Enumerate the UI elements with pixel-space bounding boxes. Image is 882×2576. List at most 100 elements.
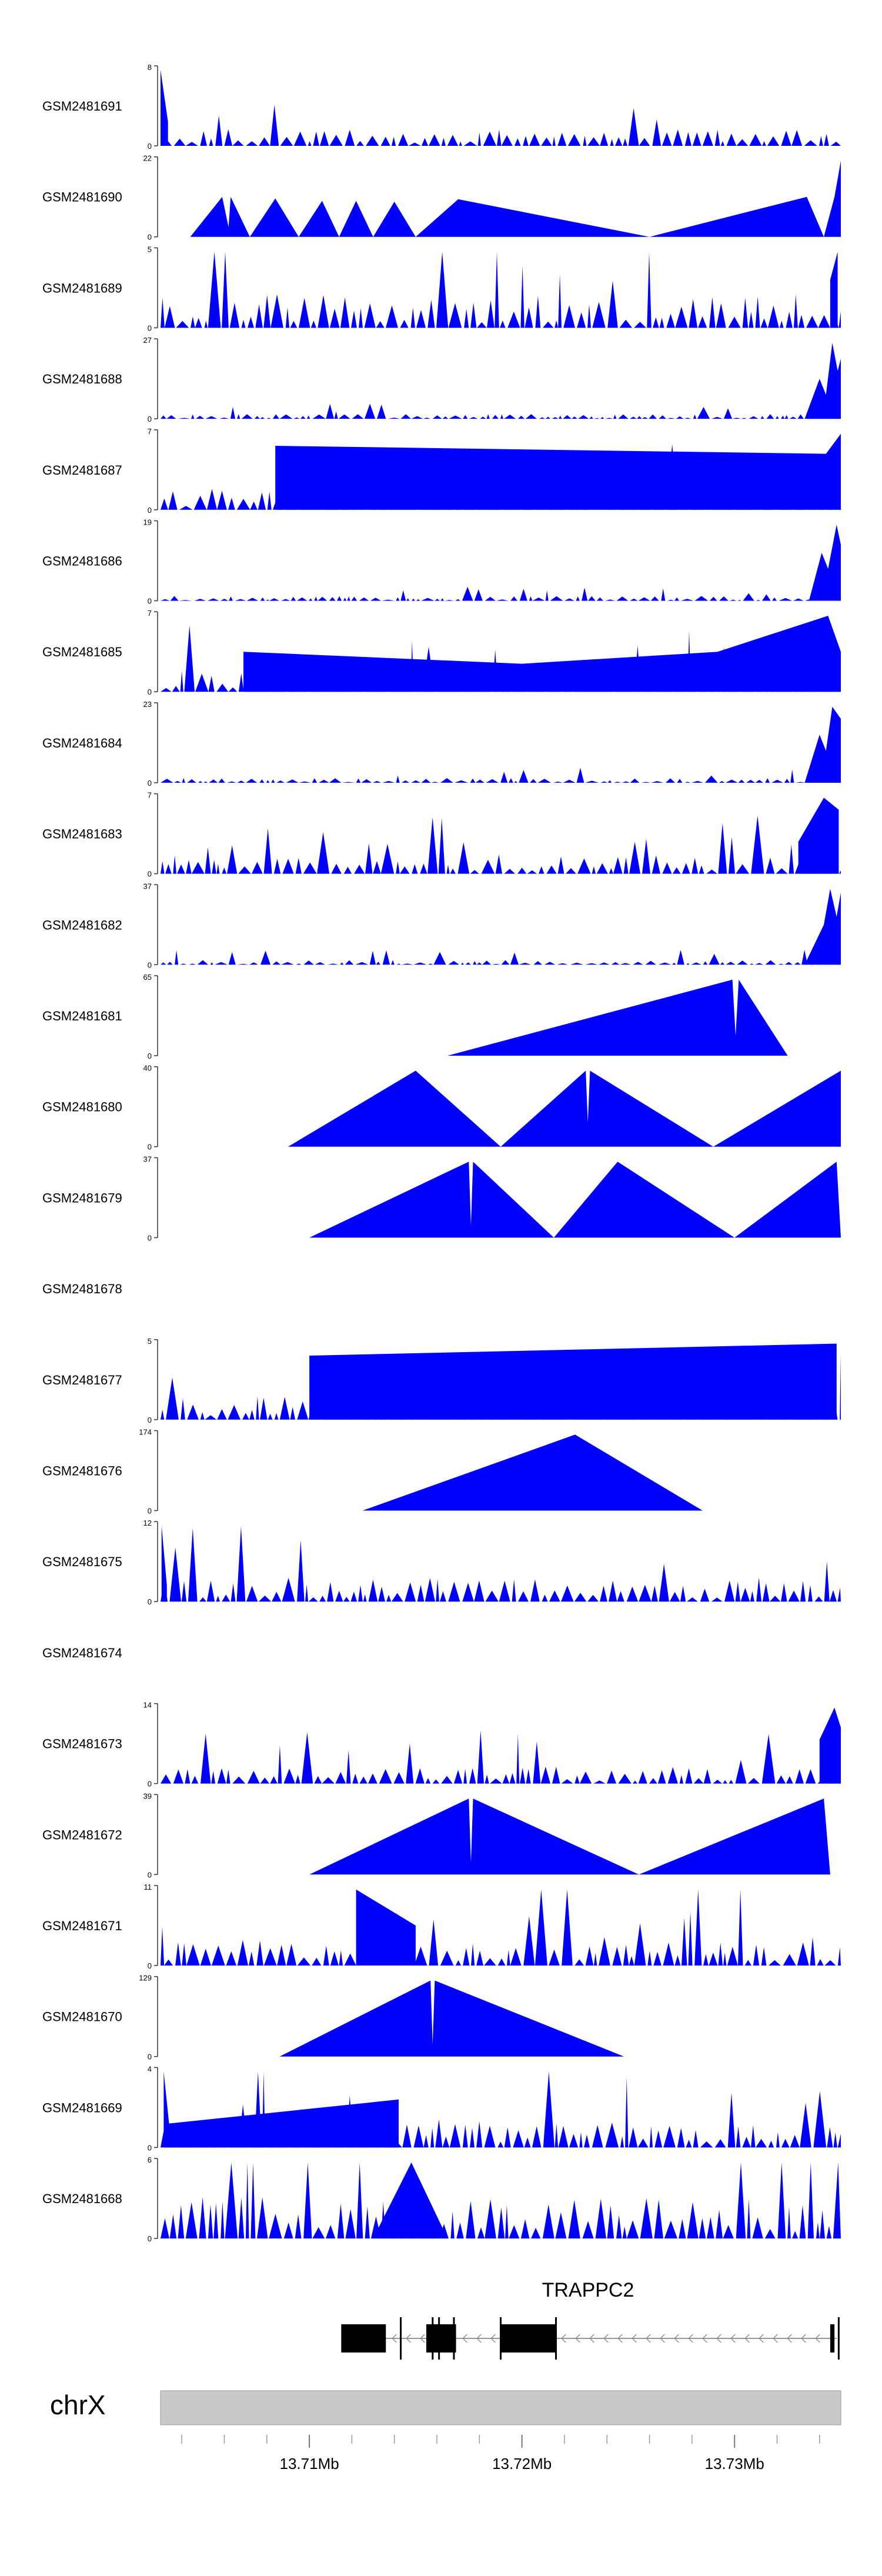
y-max-label: 65 (143, 973, 152, 982)
axis-tick-label: 13.72Mb (492, 2455, 552, 2472)
y-max-label: 5 (148, 1337, 152, 1346)
track-GSM2481670: GSM2481670 129 0 (42, 1974, 624, 2061)
y-min-label: 0 (148, 1870, 152, 1879)
strand-arrow (646, 2334, 651, 2343)
track-GSM2481686: GSM2481686 19 0 (42, 518, 841, 606)
coverage-peaks (161, 1526, 167, 1602)
track-label: GSM2481689 (42, 281, 122, 295)
track-label: GSM2481686 (42, 554, 122, 569)
track-label: GSM2481680 (42, 1100, 122, 1115)
y-max-label: 6 (148, 2155, 152, 2164)
y-max-label: 11 (144, 1883, 152, 1891)
track-GSM2481672: GSM2481672 39 0 (42, 1791, 830, 1879)
y-min-label: 0 (148, 415, 152, 423)
y-max-label: 174 (139, 1428, 152, 1437)
coverage-peaks (798, 798, 839, 874)
y-max-label: 40 (143, 1064, 152, 1073)
strand-arrow (462, 2334, 467, 2343)
axis-tick-label: 13.71Mb (280, 2455, 339, 2472)
track-label: GSM2481690 (42, 190, 122, 205)
y-min-label: 0 (148, 960, 152, 969)
track-label: GSM2481691 (42, 99, 122, 114)
track-GSM2481674: GSM2481674 (42, 1646, 122, 1660)
coverage-noise (161, 586, 841, 601)
coverage-peaks (373, 2162, 448, 2239)
strand-arrow (815, 2334, 820, 2343)
strand-arrow (406, 2334, 411, 2343)
strand-arrow (759, 2334, 764, 2343)
track-GSM2481691: GSM2481691 8 0 (42, 63, 841, 151)
strand-arrow (773, 2334, 778, 2343)
chromosome-axis: chrX 13.71Mb 13.72Mb 13.73Mb (50, 2390, 841, 2472)
strand-arrow (392, 2334, 397, 2343)
strand-arrow (744, 2334, 750, 2343)
track-label: GSM2481673 (42, 1737, 122, 1751)
track-GSM2481676: GSM2481676 174 0 (42, 1428, 703, 1516)
coverage-noise (161, 949, 841, 965)
y-max-label: 23 (143, 700, 152, 709)
track-GSM2481682: GSM2481682 37 0 (42, 882, 841, 969)
track-label: GSM2481672 (42, 1827, 122, 1842)
coverage-noise (161, 2162, 841, 2239)
strand-arrow (617, 2334, 623, 2343)
coverage-peaks (804, 889, 841, 965)
y-min-label: 0 (148, 1507, 152, 1516)
y-min-label: 0 (148, 323, 152, 332)
coverage-peaks (275, 433, 841, 510)
y-min-label: 0 (148, 597, 152, 606)
y-max-label: 27 (143, 336, 152, 345)
y-min-label: 0 (148, 779, 152, 788)
gene-exon (341, 2324, 386, 2353)
coverage-noise (161, 768, 841, 783)
coverage-noise (161, 1730, 841, 1784)
track-label: GSM2481674 (42, 1646, 122, 1660)
chromosome-label: chrX (50, 2390, 106, 2420)
coverage-peaks (279, 1980, 624, 2057)
coverage-peaks (288, 1070, 841, 1147)
y-min-label: 0 (148, 2053, 152, 2061)
coverage-peaks (362, 1434, 703, 1511)
gene-name-label: TRAPPC2 (542, 2279, 634, 2301)
coverage-peaks (309, 1162, 841, 1238)
coverage-peaks (830, 252, 838, 328)
y-max-label: 8 (148, 63, 152, 72)
track-GSM2481688: GSM2481688 27 0 (42, 336, 841, 423)
coverage-noise (161, 1526, 841, 1602)
y-min-label: 0 (148, 1233, 152, 1242)
strand-arrow (575, 2334, 580, 2343)
strand-arrow (702, 2334, 707, 2343)
coverage-noise (161, 815, 841, 874)
strand-arrow (490, 2334, 496, 2343)
strand-arrow (801, 2334, 806, 2343)
track-GSM2481680: GSM2481680 40 0 (42, 1064, 841, 1152)
y-min-label: 0 (148, 142, 152, 151)
strand-arrow (660, 2334, 665, 2343)
strand-arrow (730, 2334, 736, 2343)
track-GSM2481669: GSM2481669 4 0 (42, 2064, 841, 2152)
y-min-label: 0 (148, 688, 152, 696)
track-GSM2481675: GSM2481675 12 0 (42, 1519, 841, 1606)
track-GSM2481671: GSM2481671 11 0 (42, 1883, 841, 1970)
track-label: GSM2481678 (42, 1282, 122, 1296)
y-min-label: 0 (148, 2143, 152, 2152)
y-min-label: 0 (148, 1597, 152, 1606)
track-GSM2481689: GSM2481689 5 0 (42, 245, 841, 332)
track-label: GSM2481684 (42, 736, 122, 750)
y-max-label: 7 (148, 791, 152, 800)
coverage-noise (161, 1889, 841, 1966)
y-min-label: 0 (148, 1416, 152, 1424)
strand-arrow (632, 2334, 637, 2343)
strand-arrow (603, 2334, 609, 2343)
track-label: GSM2481671 (42, 1918, 122, 1933)
axis-tick-label: 13.73Mb (705, 2455, 764, 2472)
chromosome-bar (160, 2390, 841, 2425)
track-label: GSM2481675 (42, 1554, 122, 1569)
y-min-label: 0 (148, 233, 152, 242)
coverage-peaks (819, 1707, 841, 1784)
track-GSM2481685: GSM2481685 7 0 (42, 609, 841, 696)
y-min-label: 0 (148, 506, 152, 515)
coverage-peaks (243, 616, 841, 692)
y-max-label: 7 (148, 609, 152, 618)
y-max-label: 4 (148, 2064, 152, 2073)
